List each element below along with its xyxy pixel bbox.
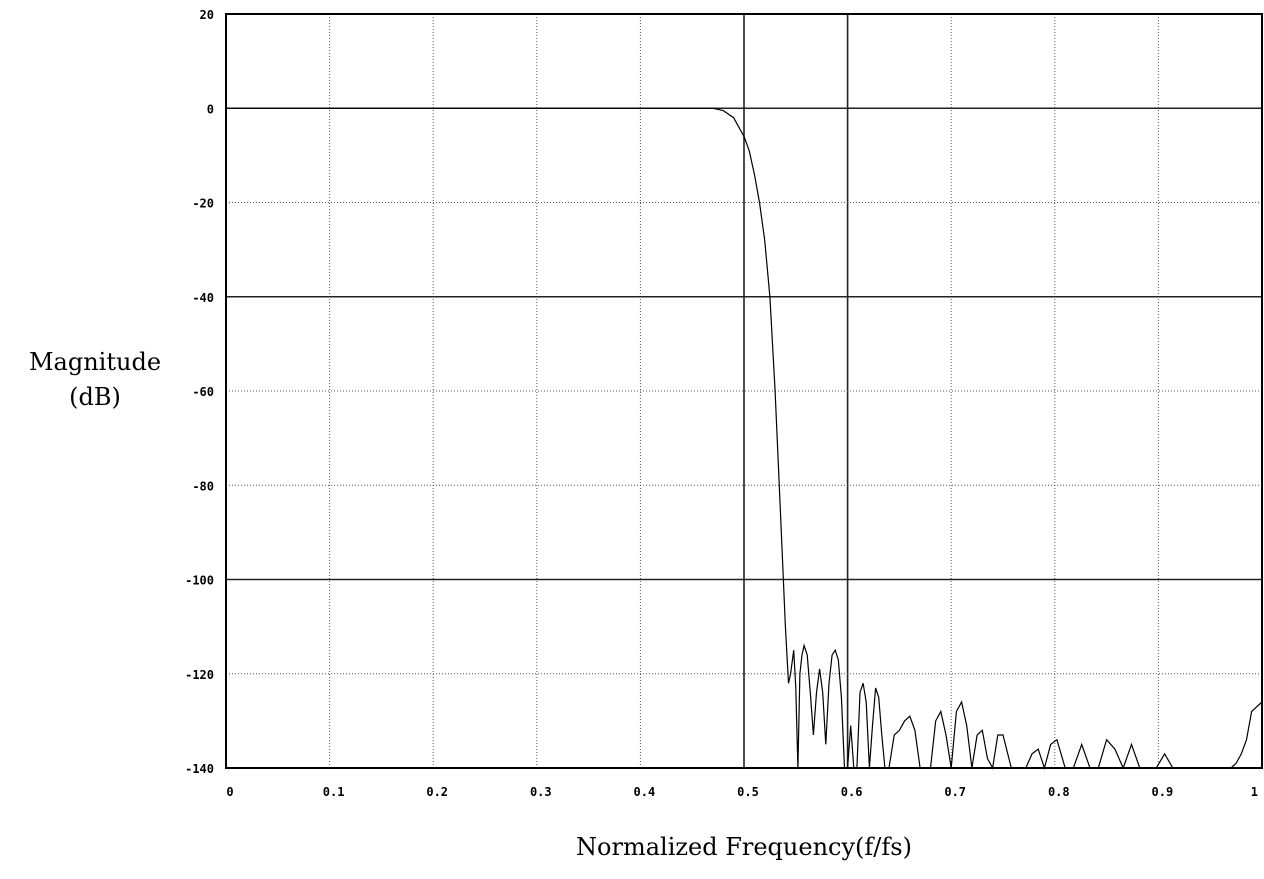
x-tick-label: 0.7 (944, 785, 966, 799)
x-tick-label: 0 (226, 785, 233, 799)
y-tick-label: -80 (192, 479, 214, 493)
y-tick-label: -140 (185, 762, 214, 776)
x-tick-label: 1 (1251, 785, 1258, 799)
x-tick-labels: 0 0.1 0.2 0.3 0.4 0.5 0.6 0.7 0.8 0.9 1 (226, 785, 1258, 799)
x-tick-label: 0.8 (1048, 785, 1070, 799)
x-tick-label: 0.5 (737, 785, 759, 799)
x-tick-label: 0.1 (323, 785, 345, 799)
series-line-magnitude (226, 107, 1263, 771)
y-axis-title-line-1: Magnitude (29, 348, 161, 376)
plot-frame (225, 13, 1263, 769)
y-tick-label: -20 (192, 197, 214, 211)
x-tick-label: 0.2 (426, 785, 448, 799)
y-tick-label: 0 (207, 102, 214, 116)
y-axis-title-line-2: (dB) (69, 383, 121, 411)
y-tick-labels: 20 0 -20 -40 -60 -80 -100 -120 -140 (185, 8, 214, 776)
x-tick-label: 0.9 (1152, 785, 1174, 799)
x-tick-label: 0.4 (634, 785, 656, 799)
grid (226, 14, 1262, 768)
y-tick-label: -40 (192, 291, 214, 305)
y-tick-label: -120 (185, 668, 214, 682)
x-tick-label: 0.3 (530, 785, 552, 799)
y-tick-label: -100 (185, 574, 214, 588)
x-tick-label: 0.6 (841, 785, 863, 799)
y-tick-label: -60 (192, 385, 214, 399)
x-axis-title: Normalized Frequency(f/fs) (576, 833, 912, 861)
y-tick-label: 20 (200, 8, 214, 22)
